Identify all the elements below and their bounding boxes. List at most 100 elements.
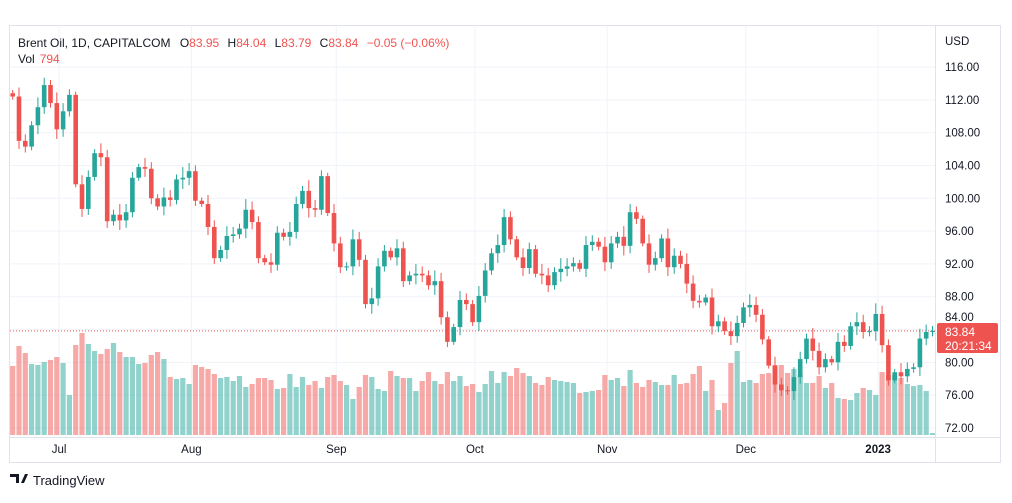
- volume-bar: [898, 378, 904, 435]
- volume-bar: [791, 369, 797, 435]
- candle-body: [690, 283, 696, 301]
- candle-body: [300, 190, 305, 205]
- candle-body: [104, 157, 110, 222]
- candle-body: [464, 300, 469, 305]
- volume-bar: [281, 388, 287, 435]
- candle-body: [552, 272, 557, 286]
- volume-bar: [148, 355, 154, 435]
- tradingview-logo[interactable]: TradingView: [10, 473, 105, 488]
- volume-bar: [904, 384, 910, 435]
- volume-bar: [262, 378, 268, 435]
- volume-bar: [381, 391, 387, 435]
- candle-body: [142, 167, 148, 169]
- volume-bar: [142, 363, 148, 435]
- candle-body: [174, 179, 179, 200]
- candle-body: [596, 241, 601, 247]
- candle-body: [268, 262, 274, 265]
- candle-body: [319, 176, 324, 210]
- volume-bar: [224, 377, 230, 435]
- volume-bar: [665, 385, 671, 435]
- price-tick-label: 116.00: [945, 62, 979, 74]
- volume-bar: [911, 386, 917, 435]
- volume-bar: [255, 378, 261, 435]
- candle-body: [161, 197, 167, 207]
- volume-bar: [526, 376, 532, 435]
- volume-bar: [211, 374, 217, 435]
- candle-body: [243, 209, 249, 229]
- candle-body: [92, 153, 97, 177]
- last-price-value: 83.84: [945, 325, 975, 339]
- volume-bar: [274, 389, 280, 435]
- candle-body: [130, 177, 135, 213]
- candle-body: [703, 297, 708, 303]
- candle-body: [571, 263, 576, 267]
- volume-bar: [759, 374, 765, 435]
- candle-body: [60, 111, 66, 130]
- candle-body: [123, 212, 129, 221]
- candle-body: [476, 295, 482, 323]
- volume-bar: [54, 357, 60, 435]
- candle-body: [287, 231, 293, 237]
- volume-bar: [835, 398, 841, 435]
- volume-bar: [690, 374, 696, 435]
- candle-body: [451, 327, 456, 342]
- volume-bar: [482, 384, 488, 435]
- candle-body: [419, 273, 425, 276]
- volume-bar: [614, 378, 621, 435]
- candle-body: [111, 214, 116, 222]
- candle-body: [136, 167, 141, 178]
- candle-body: [678, 255, 683, 264]
- volume-bar: [602, 375, 608, 435]
- volume-bar: [249, 384, 255, 435]
- time-tick-label: Oct: [466, 444, 485, 456]
- candle-body: [407, 275, 412, 282]
- price-tick-label: 104.00: [945, 160, 980, 172]
- volume-bar: [753, 383, 759, 435]
- volume-bar: [470, 384, 476, 435]
- volume-bar: [155, 352, 161, 435]
- volume-bar: [110, 343, 117, 435]
- volume-bar: [16, 346, 22, 435]
- volume-bar: [400, 378, 406, 435]
- volume-bar: [917, 385, 923, 435]
- volume-bar: [29, 364, 35, 435]
- volume-bar: [444, 372, 450, 435]
- volume-bar: [350, 399, 356, 435]
- candle-body: [262, 258, 267, 263]
- volume-bar: [331, 375, 337, 435]
- candle-body: [67, 94, 72, 112]
- volume-bar: [375, 389, 381, 435]
- volume-bar: [696, 366, 702, 435]
- volume-bar: [388, 371, 394, 435]
- time-tick-label: Nov: [597, 444, 618, 456]
- candle-body: [41, 85, 47, 108]
- candle-body: [539, 273, 545, 276]
- volume-bar: [596, 390, 602, 435]
- candle-body: [527, 249, 532, 269]
- legend-volume: Vol 794: [18, 52, 60, 66]
- candle-body: [558, 268, 564, 273]
- volume-bar: [621, 386, 627, 435]
- time-axis[interactable]: Jul Aug Sep Oct Nov Dec 2023: [52, 444, 891, 456]
- candle-body: [766, 339, 771, 366]
- volume-bar: [722, 403, 728, 435]
- candle-body: [905, 368, 910, 377]
- candle-body: [281, 232, 286, 237]
- volume-bar: [778, 365, 784, 435]
- candle-body: [212, 226, 217, 259]
- candle-body: [193, 171, 198, 201]
- candle-body: [218, 249, 223, 259]
- candle-body: [275, 232, 280, 265]
- candle-body: [873, 313, 879, 332]
- candle-body: [344, 266, 349, 268]
- volume-bar: [35, 365, 41, 435]
- candle-body: [369, 298, 375, 305]
- candle-body: [514, 239, 519, 258]
- candle-body: [816, 350, 822, 368]
- price-axis[interactable]: 116.00 112.00 108.00 104.00 100.00 96.00 92.00…: [945, 62, 980, 435]
- candle-body: [457, 300, 463, 328]
- candle-body: [445, 317, 450, 342]
- candle-body: [382, 250, 387, 267]
- volume-bar: [740, 382, 747, 435]
